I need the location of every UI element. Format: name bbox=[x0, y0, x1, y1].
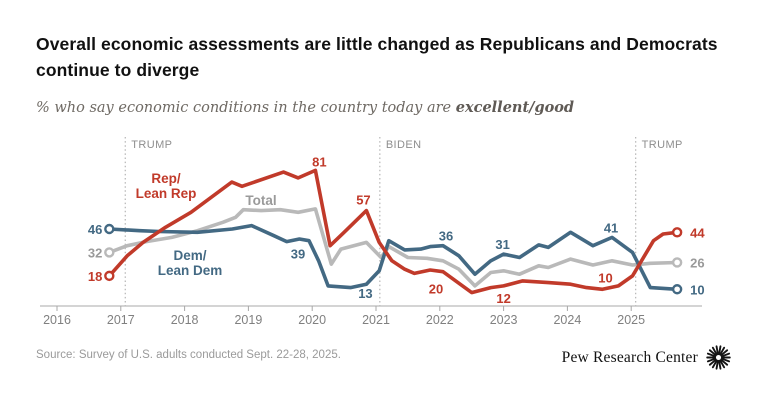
series-line-rep bbox=[107, 168, 679, 295]
logo-ray-2 bbox=[720, 358, 729, 366]
subtitle-text: % who say economic conditions in the cou… bbox=[36, 100, 456, 116]
logo-ray-17 bbox=[720, 352, 731, 358]
logo-ray-11 bbox=[708, 349, 717, 357]
logo-ray-12 bbox=[711, 346, 718, 356]
value-label-rep-10: 10 bbox=[598, 270, 612, 285]
x-axis-tick-label-2020: 2020 bbox=[298, 313, 326, 327]
value-label-rep-18: 18 bbox=[88, 269, 102, 284]
value-label-dem-36: 36 bbox=[439, 229, 453, 244]
value-label-dem-31: 31 bbox=[495, 237, 509, 252]
series-name-label-dem-0: Dem/ bbox=[173, 248, 206, 263]
x-axis-tick-label-2019: 2019 bbox=[234, 313, 262, 327]
logo-ray-16 bbox=[720, 349, 729, 357]
brand-name: Pew Research Center bbox=[561, 348, 698, 366]
value-label-dem-46: 46 bbox=[88, 222, 102, 237]
x-axis-tick-label-2021: 2021 bbox=[362, 313, 390, 327]
value-label-rep-57: 57 bbox=[356, 193, 370, 208]
x-axis-tick-label-2023: 2023 bbox=[490, 313, 518, 327]
president-marker-label-2: TRUMP bbox=[642, 139, 683, 151]
value-label-dem-10: 10 bbox=[690, 282, 704, 297]
chart-subtitle: % who say economic conditions in the cou… bbox=[36, 99, 736, 116]
series-endpoint-rep-last bbox=[671, 227, 683, 238]
x-axis-tick-label-2018: 2018 bbox=[171, 313, 199, 327]
series-endpoint-dem-last bbox=[671, 284, 683, 295]
value-label-rep-20: 20 bbox=[429, 282, 443, 297]
page-title: Overall economic assessments are little … bbox=[36, 34, 718, 80]
subtitle-emphasis: excellent/good bbox=[455, 99, 575, 116]
value-label-rep-12: 12 bbox=[496, 291, 510, 306]
x-axis-tick-label-2016: 2016 bbox=[43, 313, 71, 327]
logo-ray-15 bbox=[719, 346, 726, 356]
value-label-dem-13: 13 bbox=[358, 286, 372, 301]
logo-ray-5 bbox=[715, 359, 719, 370]
logo-ray-8 bbox=[706, 357, 717, 363]
value-label-dem-39: 39 bbox=[291, 247, 305, 262]
series-endpoint-rep-first bbox=[104, 270, 115, 282]
logo-ray-6 bbox=[711, 359, 718, 369]
series-name-label-rep-0: Rep/ bbox=[151, 171, 181, 186]
series-name-label-dem-1: Lean Dem bbox=[158, 263, 223, 278]
x-axis-tick-label-2024: 2024 bbox=[553, 313, 581, 327]
value-label-dem-41: 41 bbox=[604, 220, 618, 235]
president-marker-label-0: TRUMP bbox=[131, 139, 172, 151]
series-endpoint-total-last bbox=[671, 257, 683, 268]
pew-starburst-logo-icon bbox=[706, 345, 731, 370]
value-label-rep-81: 81 bbox=[312, 154, 326, 169]
value-label-total-32: 32 bbox=[88, 245, 102, 260]
series-name-label-total-0: Total bbox=[245, 193, 276, 208]
logo-ray-14 bbox=[718, 345, 722, 356]
series-endpoint-total-first bbox=[104, 247, 115, 258]
x-axis-tick-label-2017: 2017 bbox=[107, 313, 135, 327]
x-axis-tick-label-2025: 2025 bbox=[617, 313, 645, 327]
brand-lockup: Pew Research Center bbox=[562, 344, 732, 371]
logo-ray-7 bbox=[708, 358, 717, 366]
value-label-total-26: 26 bbox=[690, 255, 704, 270]
series-line-dem bbox=[107, 223, 679, 292]
logo-ray-3 bbox=[719, 359, 726, 369]
value-label-rep-44: 44 bbox=[690, 225, 705, 240]
president-marker-label-1: BIDEN bbox=[386, 139, 422, 151]
x-axis-tick-label-2022: 2022 bbox=[426, 313, 454, 327]
series-name-label-rep-1: Lean Rep bbox=[136, 186, 197, 201]
series-endpoint-dem-first bbox=[104, 223, 115, 235]
logo-ray-1 bbox=[720, 357, 731, 363]
logo-ray-4 bbox=[718, 359, 722, 370]
source-note: Source: Survey of U.S. adults conducted … bbox=[36, 349, 341, 361]
logo-ray-13 bbox=[715, 345, 719, 356]
logo-ray-10 bbox=[706, 352, 717, 358]
